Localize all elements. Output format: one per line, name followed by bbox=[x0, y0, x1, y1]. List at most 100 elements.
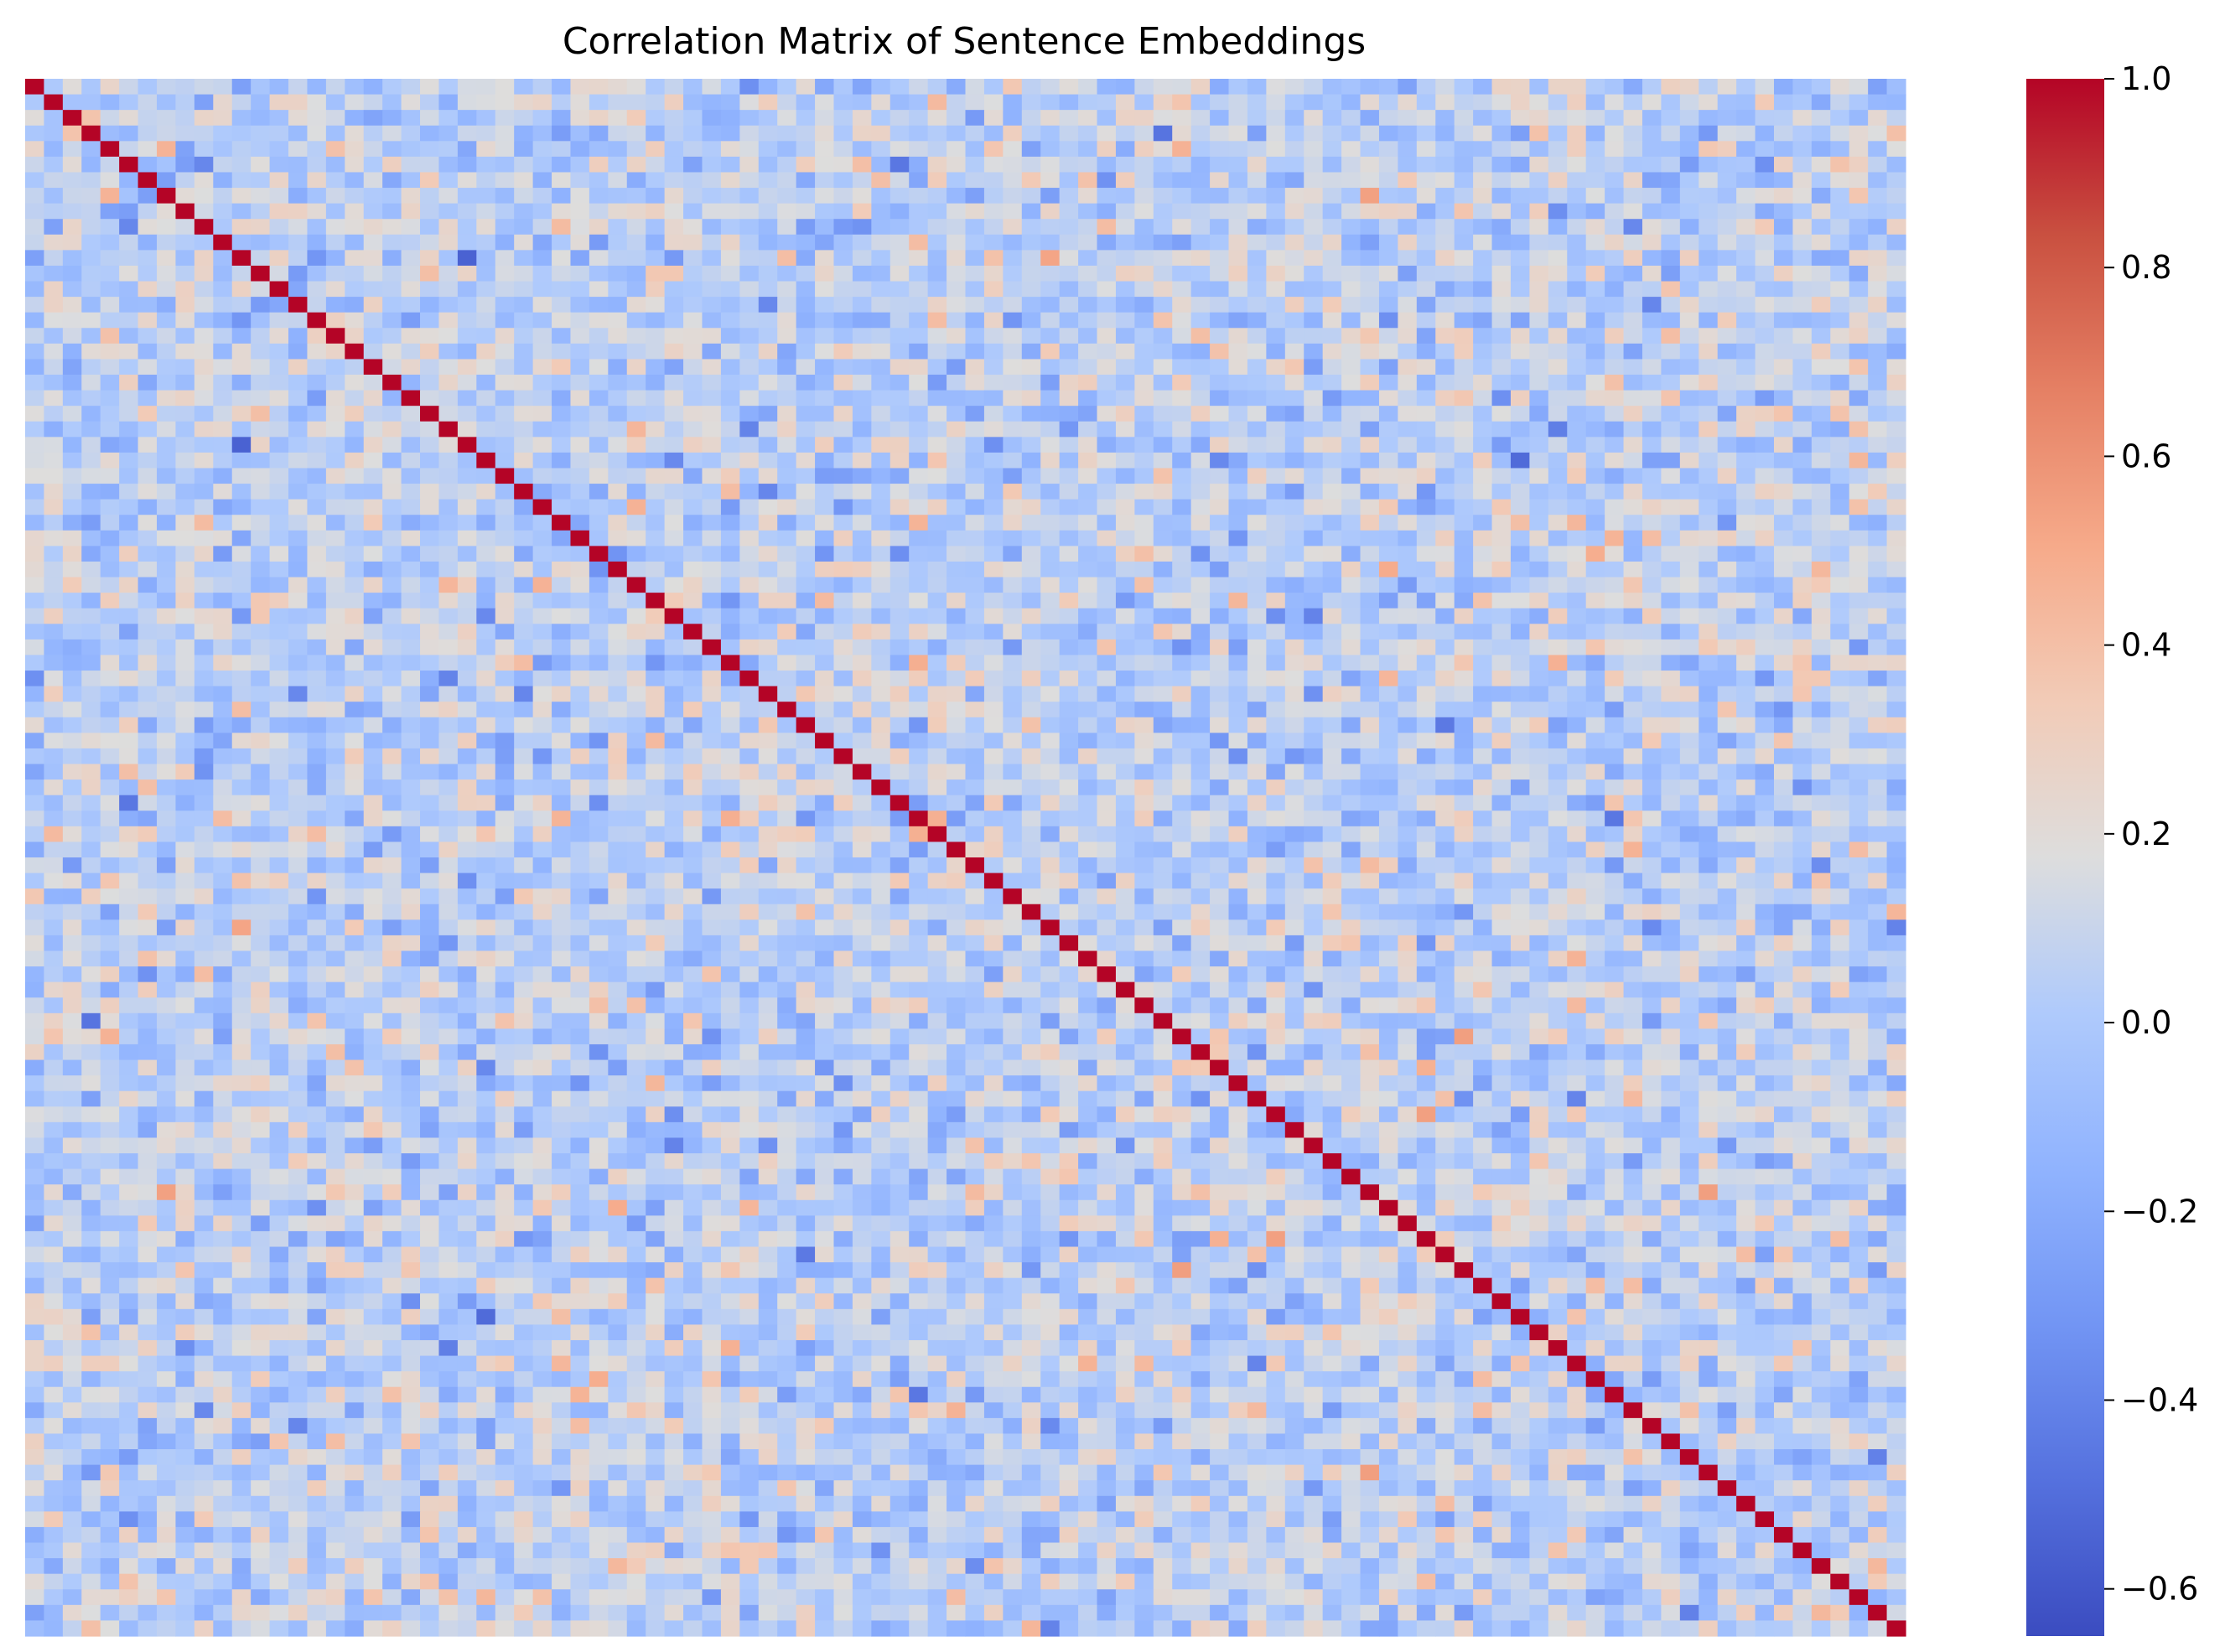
heatmap-cell bbox=[81, 530, 101, 546]
heatmap-cell bbox=[1190, 265, 1211, 282]
heatmap-cell bbox=[1529, 639, 1549, 656]
heatmap-cell bbox=[1679, 484, 1699, 500]
heatmap-cell bbox=[1585, 265, 1605, 282]
heatmap-cell bbox=[420, 297, 440, 313]
heatmap-cell bbox=[438, 203, 459, 220]
heatmap-cell bbox=[514, 608, 534, 624]
heatmap-cell bbox=[1097, 842, 1117, 858]
heatmap-cell bbox=[100, 748, 120, 765]
heatmap-cell bbox=[570, 172, 590, 189]
heatmap-cell bbox=[552, 608, 572, 624]
heatmap-cell bbox=[889, 764, 910, 780]
heatmap-cell bbox=[345, 234, 365, 251]
heatmap-cell bbox=[777, 733, 797, 749]
heatmap-cell bbox=[269, 375, 289, 391]
heatmap-cell bbox=[683, 172, 703, 189]
heatmap-cell bbox=[157, 94, 177, 111]
heatmap-cell bbox=[1886, 94, 1906, 111]
heatmap-cell bbox=[1360, 297, 1380, 313]
heatmap-cell bbox=[137, 452, 158, 469]
heatmap-cell bbox=[1755, 452, 1775, 469]
heatmap-cell bbox=[1717, 593, 1737, 609]
heatmap-cell bbox=[1078, 530, 1098, 546]
heatmap-cell-diagonal bbox=[231, 250, 252, 267]
heatmap-cell bbox=[1473, 499, 1493, 515]
heatmap-cell bbox=[1378, 203, 1398, 220]
heatmap-cell bbox=[514, 203, 534, 220]
heatmap-cell bbox=[758, 79, 778, 96]
heatmap-cell bbox=[702, 608, 722, 624]
heatmap-cell bbox=[476, 671, 496, 687]
heatmap-cell bbox=[1398, 452, 1418, 469]
heatmap-cell bbox=[1529, 110, 1549, 127]
heatmap-cell bbox=[947, 188, 967, 205]
heatmap-cell bbox=[1548, 156, 1568, 173]
heatmap-cell bbox=[1661, 328, 1681, 344]
heatmap-cell bbox=[119, 561, 139, 578]
heatmap-cell bbox=[965, 671, 985, 687]
heatmap-cell bbox=[532, 343, 552, 360]
heatmap-cell bbox=[514, 671, 534, 687]
heatmap-cell bbox=[345, 265, 365, 282]
heatmap-cell bbox=[646, 359, 666, 375]
heatmap-cell bbox=[1679, 733, 1699, 749]
heatmap-cell bbox=[683, 297, 703, 313]
heatmap-cell bbox=[251, 484, 271, 500]
heatmap-cell bbox=[1078, 125, 1098, 142]
heatmap-cell bbox=[1115, 281, 1135, 298]
heatmap-cell bbox=[1435, 172, 1455, 189]
heatmap-cell bbox=[1529, 530, 1549, 546]
heatmap-cell bbox=[81, 546, 101, 562]
heatmap-cell bbox=[1830, 203, 1850, 220]
heatmap-cell bbox=[231, 686, 252, 702]
heatmap-cell bbox=[720, 406, 740, 422]
heatmap-cell bbox=[157, 624, 177, 640]
heatmap-cell bbox=[702, 156, 722, 173]
heatmap-cell bbox=[81, 452, 101, 469]
heatmap-cell bbox=[25, 359, 45, 375]
heatmap-cell bbox=[947, 717, 967, 733]
heatmap-cell bbox=[325, 94, 345, 111]
heatmap-cell bbox=[1266, 437, 1286, 453]
heatmap-cell bbox=[1811, 421, 1831, 438]
heatmap-cell bbox=[777, 390, 797, 407]
heatmap-cell bbox=[1228, 188, 1248, 205]
heatmap-cell bbox=[1792, 172, 1813, 189]
heatmap-cell bbox=[1416, 156, 1436, 173]
heatmap-cell bbox=[100, 125, 120, 142]
heatmap-cell bbox=[325, 421, 345, 438]
heatmap-cell bbox=[1341, 219, 1361, 236]
heatmap-cell bbox=[1623, 110, 1643, 127]
heatmap-cell bbox=[194, 375, 214, 391]
heatmap-cell bbox=[1623, 577, 1643, 593]
heatmap-cell bbox=[62, 94, 82, 111]
heatmap-cell bbox=[1398, 390, 1418, 407]
heatmap-cell bbox=[476, 702, 496, 718]
heatmap-cell bbox=[231, 779, 252, 796]
heatmap-cell bbox=[947, 172, 967, 189]
heatmap-cell bbox=[777, 577, 797, 593]
heatmap-cell bbox=[777, 810, 797, 827]
heatmap-cell bbox=[81, 639, 101, 656]
heatmap-cell bbox=[1190, 733, 1211, 749]
heatmap-cell bbox=[194, 437, 214, 453]
heatmap-cell bbox=[401, 639, 421, 656]
heatmap-cell bbox=[1172, 499, 1192, 515]
heatmap-cell bbox=[231, 125, 252, 142]
heatmap-cell bbox=[796, 188, 816, 205]
heatmap-cell bbox=[852, 203, 872, 220]
heatmap-cell bbox=[1172, 748, 1192, 765]
heatmap-cell bbox=[1003, 406, 1023, 422]
heatmap-cell bbox=[720, 593, 740, 609]
heatmap-cell bbox=[1040, 779, 1061, 796]
heatmap-cell bbox=[589, 826, 609, 843]
heatmap-cell bbox=[1322, 110, 1342, 127]
heatmap-cell bbox=[1341, 764, 1361, 780]
heatmap-cell bbox=[213, 250, 233, 267]
heatmap-cell bbox=[420, 437, 440, 453]
heatmap-cell bbox=[401, 748, 421, 765]
heatmap-cell bbox=[965, 795, 985, 811]
heatmap-cell bbox=[382, 203, 402, 220]
heatmap-cell-diagonal bbox=[382, 375, 402, 391]
heatmap-cell bbox=[1266, 250, 1286, 267]
